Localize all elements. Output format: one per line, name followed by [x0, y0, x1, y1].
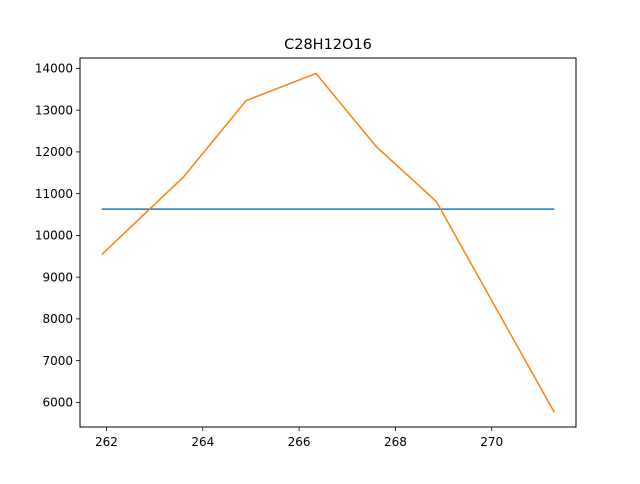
y-tick-label-10000: 10000 — [35, 229, 73, 243]
plot-frame — [79, 57, 577, 428]
y-tick-label-12000: 12000 — [35, 145, 73, 159]
x-axis: 262 264 266 268 270 — [95, 427, 503, 449]
y-tick-label-6000: 6000 — [42, 396, 73, 410]
chart-title: C28H12O16 — [284, 37, 372, 53]
y-tick-label-9000: 9000 — [42, 270, 73, 284]
y-tick-label-8000: 8000 — [42, 312, 73, 326]
plot-series — [101, 72, 555, 413]
x-tick-label-266: 266 — [288, 435, 311, 449]
x-tick-label-270: 270 — [480, 435, 503, 449]
y-axis: 6000 7000 8000 9000 10000 11000 12000 13000 1400… — [35, 62, 80, 410]
x-tick-label-262: 262 — [95, 435, 118, 449]
y-tick-label-14000: 14000 — [35, 62, 73, 76]
x-tick-label-268: 268 — [384, 435, 407, 449]
y-tick-label-11000: 11000 — [35, 187, 73, 201]
x-tick-label-264: 264 — [191, 435, 214, 449]
y-tick-label-7000: 7000 — [42, 354, 73, 368]
y-tick-label-13000: 13000 — [35, 103, 73, 117]
series-line-2 — [101, 72, 555, 413]
